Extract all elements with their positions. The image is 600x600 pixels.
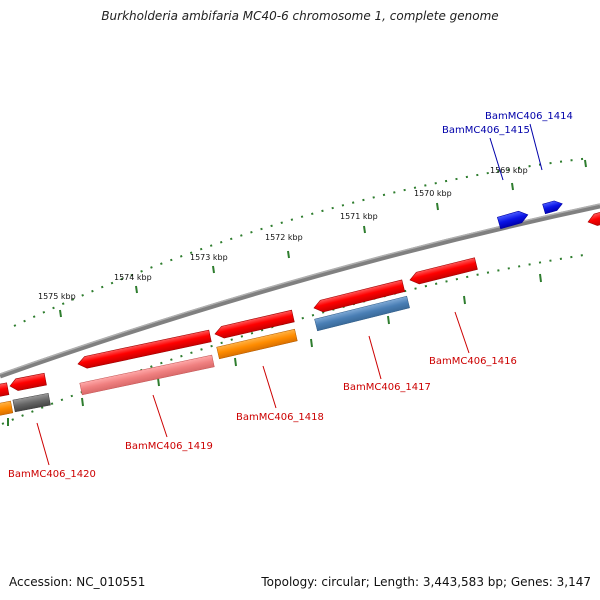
- topology-text: Topology: circular; Length: 3,443,583 bp…: [261, 575, 591, 589]
- outer-minor-ticks: [13, 157, 591, 327]
- leader-bammc406-1417: [368, 335, 382, 380]
- gene-arrow-bammc406-1420[interactable]: [9, 372, 47, 392]
- scale-label-1575: 1575 kbp: [38, 292, 76, 301]
- accession-text: Accession: NC_010551: [9, 575, 146, 589]
- gene-label-bammc406-1419[interactable]: BamMC406_1419: [125, 441, 213, 452]
- inner-major-tick-7: [463, 295, 466, 305]
- leader-bammc406-1416: [454, 311, 470, 354]
- gene-arrow-partial-left[interactable]: [0, 382, 10, 398]
- cog-bar-bammc406-1417[interactable]: [314, 295, 410, 332]
- scale-label-1574: 1574 kbp: [114, 273, 152, 282]
- inner-minor-ticks: [1, 253, 591, 425]
- major-tick-1569: [511, 182, 514, 191]
- leader-bammc406-1415: [489, 137, 504, 181]
- gene-label-bammc406-1417[interactable]: BamMC406_1417: [343, 382, 431, 393]
- genome-title: Burkholderia ambifaria MC40-6 chromosome…: [101, 9, 499, 23]
- leader-bammc406-1420: [36, 422, 50, 466]
- inner-major-tick-8: [539, 273, 542, 283]
- gene-arrow-partial-right[interactable]: [586, 210, 600, 228]
- forward-genes: [496, 199, 564, 230]
- major-tick-1574: [135, 285, 138, 294]
- leader-bammc406-1418: [262, 365, 277, 409]
- inner-major-tick-3: [157, 377, 160, 387]
- gene-label-bammc406-1414[interactable]: BamMC406_1414: [485, 111, 573, 122]
- gene-label-bammc406-1420[interactable]: BamMC406_1420: [8, 469, 96, 480]
- genome-backbone: [0, 203, 600, 379]
- major-tick-1571: [363, 225, 366, 234]
- major-tick-1570: [436, 202, 439, 211]
- inner-major-tick-2: [81, 397, 84, 407]
- gene-arrow-bammc406-1415[interactable]: [496, 209, 529, 230]
- inner-tick-track: [1, 253, 591, 426]
- scale-label-1570: 1570 kbp: [414, 189, 452, 198]
- cog-bar-bammc406-1419[interactable]: [79, 354, 215, 396]
- outer-major-ticks: [59, 159, 587, 318]
- reverse-cds-track: [0, 210, 600, 398]
- major-tick-1575: [59, 309, 62, 318]
- label-leaders: [36, 123, 543, 466]
- gene-label-bammc406-1416[interactable]: BamMC406_1416: [429, 356, 517, 367]
- inner-major-ticks: [7, 273, 542, 426]
- major-tick-1568: [584, 159, 587, 168]
- inner-major-tick-4: [234, 357, 237, 367]
- scale-label-1571: 1571 kbp: [340, 212, 378, 221]
- gene-arrow-bammc406-1414[interactable]: [542, 199, 564, 215]
- scale-label-1572: 1572 kbp: [265, 233, 303, 242]
- cog-track: [0, 295, 410, 417]
- leader-bammc406-1414: [529, 123, 543, 171]
- major-tick-1573: [212, 265, 215, 274]
- inner-major-tick-5: [310, 338, 313, 348]
- gene-label-bammc406-1418[interactable]: BamMC406_1418: [236, 412, 324, 423]
- inner-major-tick-6: [387, 315, 390, 325]
- gene-label-bammc406-1415[interactable]: BamMC406_1415: [442, 125, 530, 136]
- outer-tick-track: [13, 157, 591, 327]
- gene-arrow-bammc406-1417[interactable]: [313, 279, 406, 314]
- gene-arrow-bammc406-1418[interactable]: [214, 309, 295, 340]
- gene-arrow-bammc406-1416[interactable]: [409, 257, 478, 286]
- scale-label-1573: 1573 kbp: [190, 253, 228, 262]
- cog-bar-bammc406-1418[interactable]: [216, 328, 298, 360]
- cog-bar-partial-left[interactable]: [0, 400, 14, 417]
- major-tick-1572: [287, 250, 290, 259]
- gene-arrow-bammc406-1419[interactable]: [77, 329, 212, 370]
- scale-label-1569: 1569 kbp: [490, 166, 528, 175]
- cog-bar-bammc406-1420[interactable]: [12, 392, 51, 413]
- leader-bammc406-1419: [152, 394, 168, 438]
